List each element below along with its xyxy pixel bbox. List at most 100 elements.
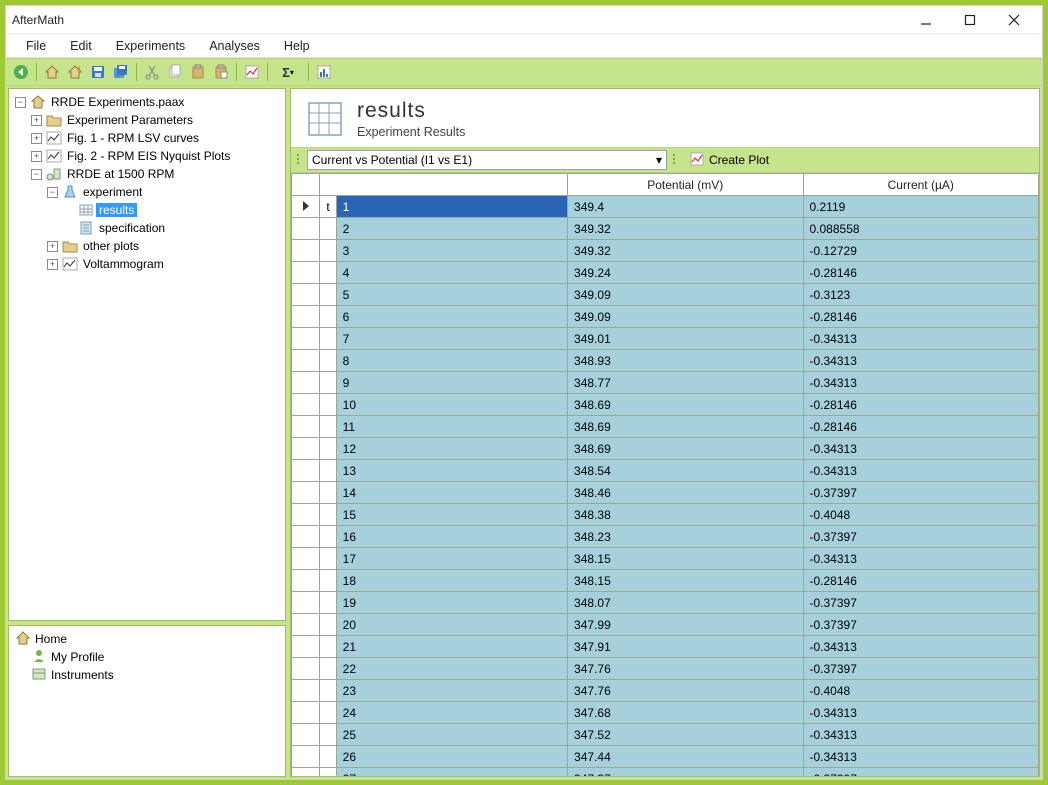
plot-wizard-icon[interactable] [241, 61, 263, 83]
maximize-button[interactable] [948, 8, 992, 32]
tree-toggle[interactable]: + [31, 133, 42, 144]
back-icon[interactable] [10, 61, 32, 83]
cell-current[interactable]: -0.34313 [803, 350, 1039, 372]
menu-help[interactable]: Help [274, 37, 320, 55]
cell-current[interactable]: -0.4048 [803, 680, 1039, 702]
cell-potential[interactable]: 348.07 [568, 592, 803, 614]
row-marker[interactable] [292, 350, 320, 372]
row-index[interactable]: 24 [336, 702, 567, 724]
row-index[interactable]: 14 [336, 482, 567, 504]
cell-potential[interactable]: 347.99 [568, 614, 803, 636]
cell-current[interactable]: -0.34313 [803, 724, 1039, 746]
tree-item[interactable]: −RRDE at 1500 RPM [31, 165, 285, 183]
row-index[interactable]: 10 [336, 394, 567, 416]
row-marker[interactable] [292, 306, 320, 328]
row-marker[interactable] [292, 372, 320, 394]
cell-potential[interactable]: 348.38 [568, 504, 803, 526]
row-index[interactable]: 17 [336, 548, 567, 570]
cell-current[interactable]: -0.37397 [803, 658, 1039, 680]
row-index[interactable]: 1 [336, 196, 567, 218]
row-marker[interactable] [292, 658, 320, 680]
cell-potential[interactable]: 349.32 [568, 240, 803, 262]
cell-current[interactable]: -0.34313 [803, 702, 1039, 724]
row-index[interactable]: 26 [336, 746, 567, 768]
row-marker[interactable] [292, 504, 320, 526]
cell-potential[interactable]: 347.76 [568, 658, 803, 680]
cell-potential[interactable]: 348.54 [568, 460, 803, 482]
cell-current[interactable]: -0.37397 [803, 482, 1039, 504]
nav-instruments[interactable]: Instruments [15, 666, 279, 684]
cell-current[interactable]: -0.37397 [803, 526, 1039, 548]
row-index[interactable]: 7 [336, 328, 567, 350]
cell-potential[interactable]: 348.15 [568, 548, 803, 570]
tree-root[interactable]: −RRDE Experiments.paax [15, 93, 285, 111]
row-index[interactable]: 16 [336, 526, 567, 548]
row-marker[interactable] [292, 240, 320, 262]
save-all-icon[interactable] [110, 61, 132, 83]
row-marker[interactable] [292, 482, 320, 504]
col-potential[interactable]: Potential (mV) [568, 174, 803, 196]
cell-potential[interactable]: 348.46 [568, 482, 803, 504]
data-grid[interactable]: Potential (mV) Current (µA) t1349.40.211… [291, 173, 1039, 776]
series-selector-dropdown[interactable]: Current vs Potential (I1 vs E1) ▾ [307, 150, 667, 170]
cell-current[interactable]: -0.34313 [803, 328, 1039, 350]
sigma-icon[interactable]: Σ▾ [272, 61, 304, 83]
row-marker[interactable] [292, 768, 320, 777]
row-marker[interactable] [292, 460, 320, 482]
row-index[interactable]: 6 [336, 306, 567, 328]
tree-item[interactable]: specification [63, 219, 285, 237]
cell-potential[interactable]: 347.44 [568, 746, 803, 768]
close-button[interactable] [992, 8, 1036, 32]
tree-item[interactable]: +Fig. 2 - RPM EIS Nyquist Plots [31, 147, 285, 165]
row-index[interactable]: 9 [336, 372, 567, 394]
row-index[interactable]: 27 [336, 768, 567, 777]
row-marker[interactable] [292, 702, 320, 724]
tree-item[interactable]: +Experiment Parameters [31, 111, 285, 129]
row-marker[interactable] [292, 284, 320, 306]
cell-potential[interactable]: 349.09 [568, 284, 803, 306]
tree-toggle[interactable]: − [47, 187, 58, 198]
cell-current[interactable]: -0.34313 [803, 438, 1039, 460]
cell-potential[interactable]: 349.09 [568, 306, 803, 328]
menu-analyses[interactable]: Analyses [199, 37, 270, 55]
row-marker[interactable] [292, 526, 320, 548]
row-index[interactable]: 4 [336, 262, 567, 284]
row-index[interactable]: 23 [336, 680, 567, 702]
cut-icon[interactable] [141, 61, 163, 83]
cell-potential[interactable]: 347.52 [568, 724, 803, 746]
cell-potential[interactable]: 348.69 [568, 416, 803, 438]
cell-current[interactable]: -0.37397 [803, 768, 1039, 777]
cell-current[interactable]: -0.34313 [803, 548, 1039, 570]
cell-current[interactable]: -0.34313 [803, 372, 1039, 394]
cell-potential[interactable]: 349.24 [568, 262, 803, 284]
tree-toggle[interactable]: + [47, 241, 58, 252]
tree-toggle[interactable]: + [31, 151, 42, 162]
cell-current[interactable]: -0.12729 [803, 240, 1039, 262]
save-icon[interactable] [87, 61, 109, 83]
cell-current[interactable]: -0.34313 [803, 746, 1039, 768]
cell-current[interactable]: 0.2119 [803, 196, 1039, 218]
row-index[interactable]: 20 [336, 614, 567, 636]
row-index[interactable]: 18 [336, 570, 567, 592]
cell-current[interactable]: -0.28146 [803, 306, 1039, 328]
cell-current[interactable]: -0.28146 [803, 416, 1039, 438]
paste-icon[interactable] [187, 61, 209, 83]
row-index[interactable]: 8 [336, 350, 567, 372]
cell-potential[interactable]: 347.91 [568, 636, 803, 658]
col-current[interactable]: Current (µA) [803, 174, 1039, 196]
chart-tool-icon[interactable] [313, 61, 335, 83]
cell-potential[interactable]: 347.37 [568, 768, 803, 777]
row-marker[interactable] [292, 570, 320, 592]
tree-toggle[interactable]: + [47, 259, 58, 270]
row-index[interactable]: 19 [336, 592, 567, 614]
row-index[interactable]: 13 [336, 460, 567, 482]
cell-current[interactable]: -0.28146 [803, 570, 1039, 592]
cell-potential[interactable]: 348.93 [568, 350, 803, 372]
row-marker[interactable] [292, 636, 320, 658]
cell-potential[interactable]: 349.32 [568, 218, 803, 240]
cell-current[interactable]: -0.28146 [803, 262, 1039, 284]
row-marker[interactable] [292, 218, 320, 240]
row-index[interactable]: 5 [336, 284, 567, 306]
menu-edit[interactable]: Edit [60, 37, 102, 55]
cell-current[interactable]: -0.37397 [803, 614, 1039, 636]
